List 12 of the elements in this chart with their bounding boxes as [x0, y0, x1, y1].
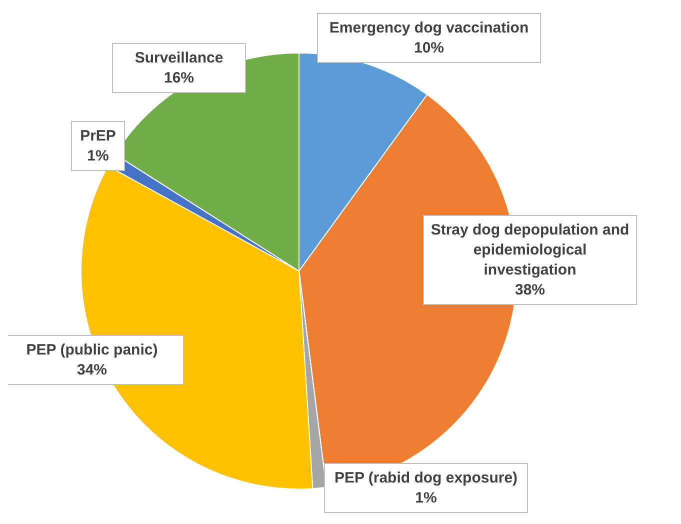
data-label: 10%	[414, 40, 444, 56]
slice-label: PEP (public panic)	[26, 342, 158, 358]
slice-label: PEP (rabid dog exposure)	[334, 470, 518, 486]
slice-label: PrEP	[80, 128, 116, 144]
data-label: 38%	[514, 282, 546, 298]
data-label: 34%	[76, 362, 108, 378]
data-label: 16%	[164, 70, 194, 86]
slice-label: Surveillance	[134, 50, 224, 66]
data-label: 1%	[415, 490, 437, 506]
slice-label: Stray dog depopulation and epidemiological investigation	[430, 222, 630, 278]
data-label: 1%	[87, 148, 109, 164]
slice-label: Emergency dog vaccination	[329, 20, 529, 36]
